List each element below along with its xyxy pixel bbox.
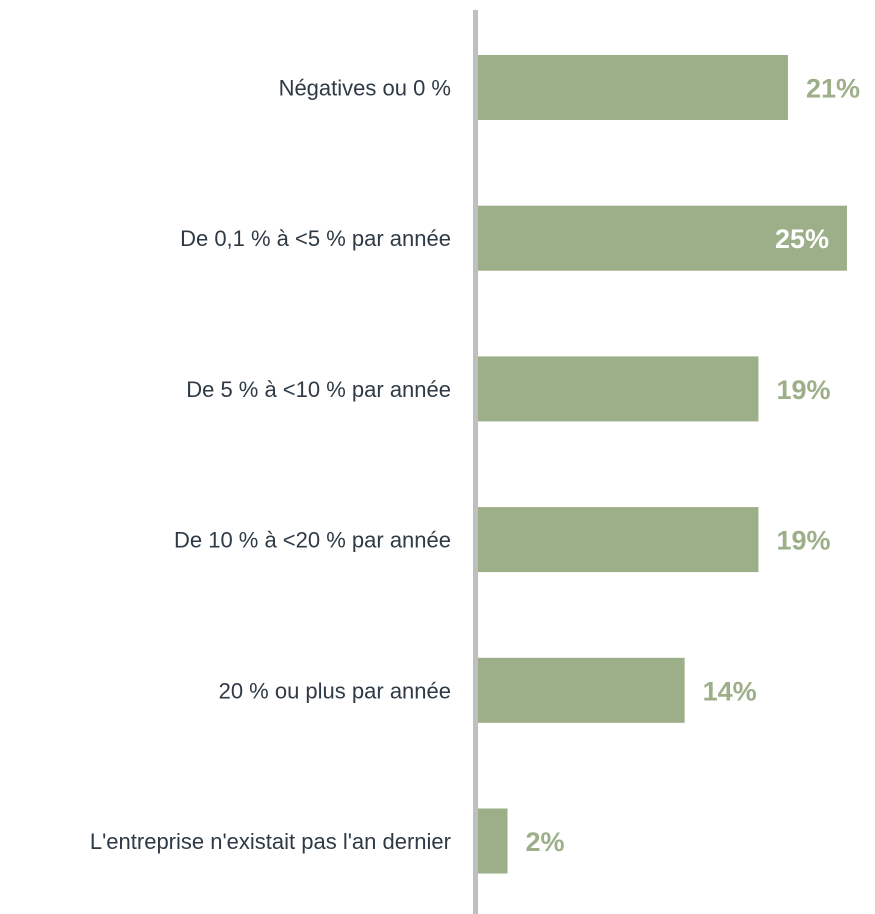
category-label: L'entreprise n'existait pas l'an dernier [90,829,451,854]
value-labels-layer: 21% 25% 19% 19% 14% 2% [526,74,860,858]
bar [478,507,759,573]
category-label: De 10 % à <20 % par année [174,528,451,553]
bar [478,808,508,874]
bar [478,657,685,723]
value-label: 2% [526,827,565,857]
category-label: De 0,1 % à <5 % par année [180,226,451,251]
bar [478,55,788,120]
value-label: 19% [776,526,830,556]
category-axis-line [473,10,478,914]
value-label: 25% [775,224,829,254]
bar [478,205,847,271]
category-label: 20 % ou plus par année [219,678,451,703]
category-label: Négatives ou 0 % [279,76,451,101]
category-labels-layer: Négatives ou 0 % De 0,1 % à <5 % par anné… [90,76,451,855]
value-label: 21% [806,74,860,104]
value-label: 14% [703,676,757,706]
category-label: De 5 % à <10 % par année [186,377,451,402]
value-label: 19% [776,375,830,405]
bars-layer [478,55,847,874]
bar [478,356,759,422]
